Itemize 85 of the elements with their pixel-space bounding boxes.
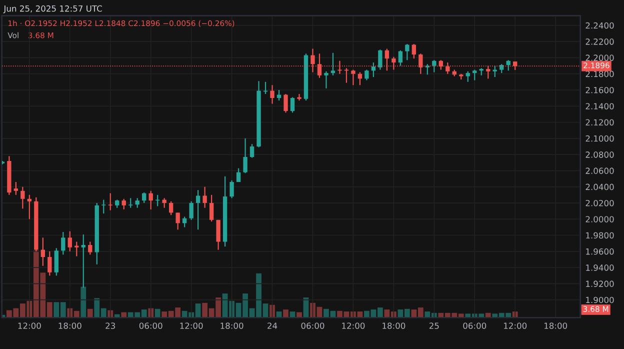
x-tick-label: 24 [268, 322, 278, 329]
x-tick-label: 12:00 [18, 322, 41, 329]
x-tick-label: 06:00 [139, 322, 162, 329]
x-tick-label: 06:00 [301, 322, 324, 329]
bar [80, 286, 86, 318]
candlestick [378, 49, 382, 70]
y-tick-label: 2.0200 [586, 200, 614, 206]
x-tick-label: 18:00 [58, 322, 82, 329]
candlestick [472, 69, 477, 81]
y-tick-label: 1.9800 [586, 232, 614, 239]
candlestick [371, 62, 376, 78]
candlestick [284, 93, 288, 114]
x-tick-label: 18:00 [544, 322, 568, 329]
candlestick [168, 200, 174, 216]
candlestick [202, 186, 207, 208]
candlestick [176, 212, 180, 230]
y-tick-label: 2.2400 [586, 22, 614, 29]
candlestick [216, 219, 220, 250]
candlestick [506, 60, 510, 72]
x-tick-label: 25 [429, 322, 439, 329]
candlestick [148, 190, 153, 210]
candlestick [189, 200, 194, 220]
bar [121, 312, 127, 318]
candlestick [27, 194, 32, 220]
candlestick [54, 248, 58, 276]
y-tick-label: 2.0600 [586, 168, 614, 174]
x-tick-label: 23 [106, 322, 115, 329]
candlestick [270, 84, 274, 104]
x-tick-label: 12:00 [504, 322, 527, 329]
bar [154, 308, 160, 318]
candlestick [128, 198, 133, 208]
y-tick-label: 2.0400 [586, 184, 614, 190]
candlestick [324, 70, 328, 89]
y-tick-label: 2.0800 [586, 152, 614, 158]
candlestick [88, 241, 92, 256]
y-tick-label: 2.2200 [586, 38, 614, 45]
candlestick [135, 198, 140, 208]
candlestick [48, 250, 52, 276]
candlestick [297, 93, 302, 102]
bar [283, 310, 288, 318]
candlestick [14, 181, 18, 196]
chart-title: Jun 25, 2025 12:57 UTC [3, 5, 102, 14]
y-tick-label: 2.1600 [586, 86, 614, 94]
candlestick [162, 198, 166, 208]
candlestick [364, 69, 369, 81]
candlestick [209, 194, 214, 222]
y-tick-label: 1.9000 [586, 296, 614, 304]
candlestick [412, 43, 416, 60]
candlestick [432, 60, 436, 73]
x-tick-label: 06:00 [463, 322, 486, 329]
candlestick [230, 180, 234, 199]
bar [114, 314, 120, 318]
candlestick [405, 43, 410, 61]
candlestick [40, 237, 45, 266]
y-tick-label: 1.9200 [586, 280, 614, 287]
candlestick [196, 190, 200, 230]
candlestick [102, 199, 106, 214]
y-tick-label: 1.9600 [586, 248, 614, 255]
x-tick-label: 12:00 [180, 322, 203, 329]
candlestick [250, 143, 254, 158]
candlestick [108, 192, 112, 211]
y-tick-label: 1.9400 [586, 264, 614, 271]
candlestick [20, 186, 25, 210]
candlestick [351, 69, 356, 86]
candlestick [155, 194, 160, 207]
candlestick [243, 138, 248, 174]
candlestick [290, 96, 295, 114]
y-tick-label: 2.1000 [586, 135, 614, 142]
x-tick-label: 18:00 [220, 322, 244, 329]
candlestick [142, 192, 146, 204]
y-tick-label: 2.2000 [586, 54, 614, 61]
candlestick [330, 52, 336, 76]
y-tick-label: 2.1400 [586, 103, 614, 110]
candlestick [398, 50, 403, 66]
x-tick-label: 12:00 [342, 322, 365, 329]
bar [87, 308, 93, 318]
candlestick [68, 230, 72, 252]
y-tick-label: 2.1800 [586, 70, 614, 78]
y-tick-label: 2.1200 [586, 119, 614, 126]
candlestick [236, 168, 241, 183]
x-tick-label: 18:00 [382, 322, 406, 329]
candlestick [122, 198, 126, 210]
candlestick [61, 231, 66, 256]
bar [296, 312, 302, 318]
y-tick-label: 2.0000 [586, 216, 614, 222]
